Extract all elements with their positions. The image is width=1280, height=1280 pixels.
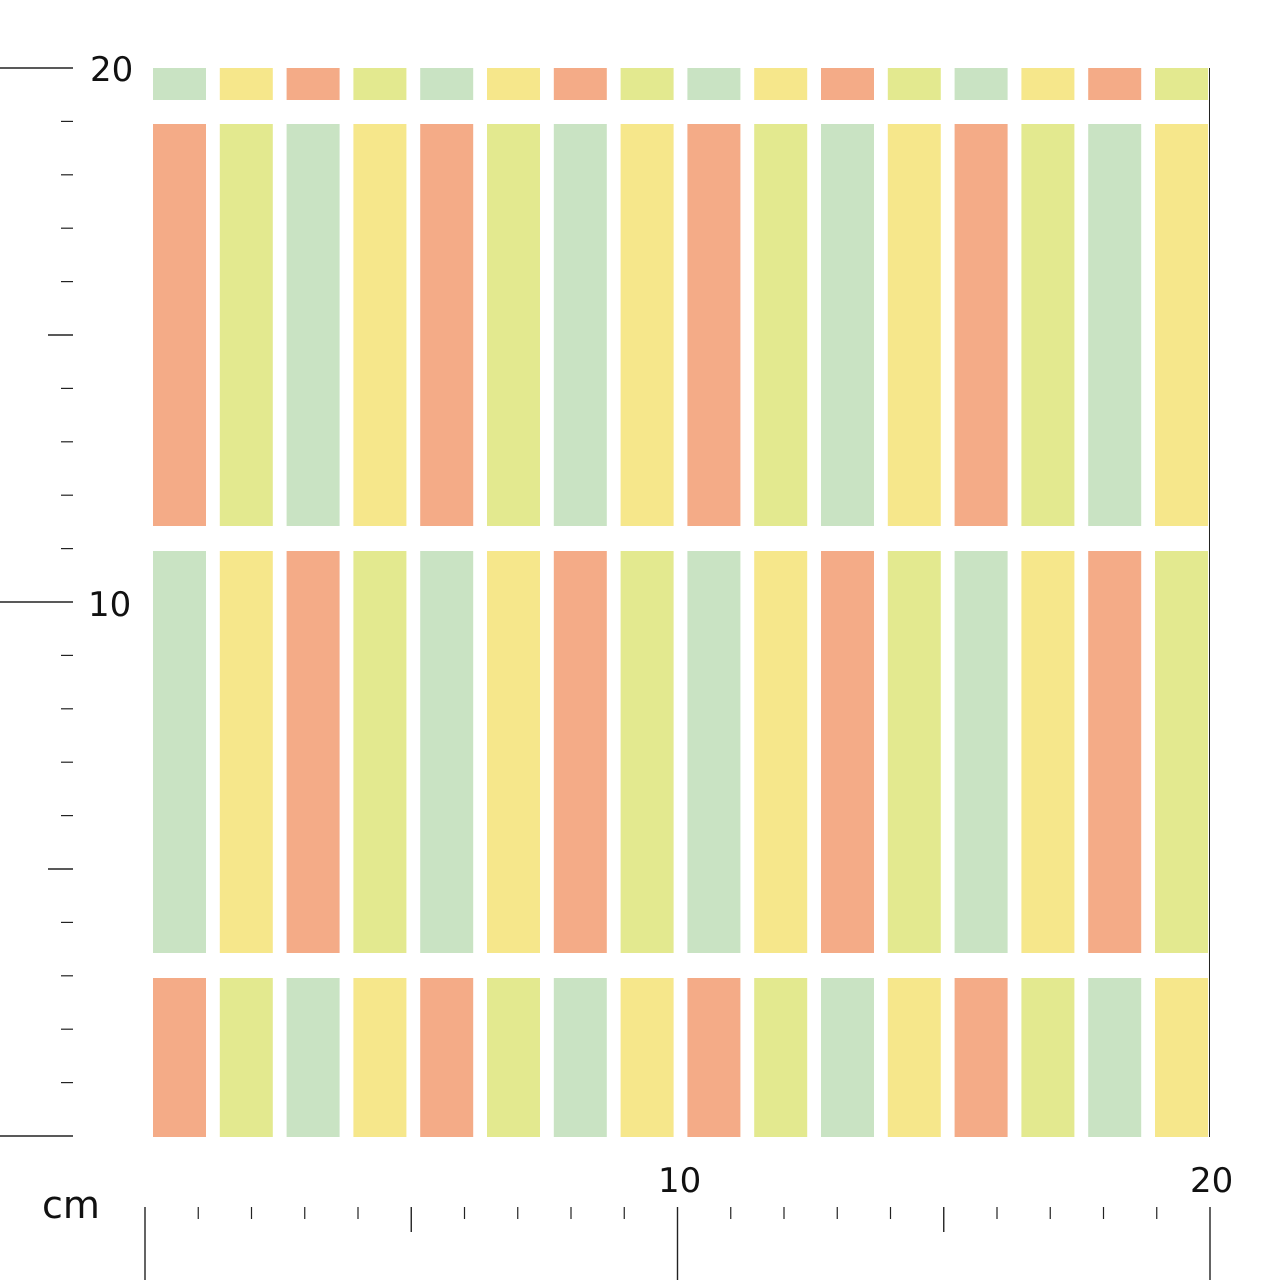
y-axis-label-20: 20 bbox=[90, 50, 134, 90]
stripe-sage bbox=[1088, 124, 1142, 526]
stripe-sage bbox=[553, 978, 607, 1137]
stripe-lime bbox=[353, 68, 407, 100]
stripe-salmon bbox=[153, 978, 206, 1137]
stripe-yellow bbox=[754, 551, 808, 953]
stripe-yellow bbox=[754, 68, 808, 100]
stripe-lime bbox=[754, 978, 808, 1137]
stripe-salmon bbox=[821, 551, 874, 953]
stripe-salmon bbox=[420, 124, 474, 526]
stripe-salmon bbox=[286, 551, 340, 953]
stripe-lime bbox=[887, 68, 941, 100]
stripe-sage bbox=[954, 68, 1008, 100]
stripe-sage bbox=[821, 124, 874, 526]
x-axis-label-20: 20 bbox=[1190, 1161, 1234, 1201]
y-axis-label-10: 10 bbox=[88, 585, 132, 625]
stripe-lime bbox=[620, 68, 674, 100]
stripe-lime bbox=[620, 551, 674, 953]
stripe-yellow bbox=[353, 978, 407, 1137]
stripe-salmon bbox=[420, 978, 474, 1137]
unit-label: cm bbox=[42, 1183, 100, 1227]
stripe-yellow bbox=[487, 551, 540, 953]
stripe-yellow bbox=[219, 551, 273, 953]
stripe-yellow bbox=[887, 124, 941, 526]
stripe-yellow bbox=[1155, 124, 1208, 526]
stripe-yellow bbox=[353, 124, 407, 526]
stripe-lime bbox=[487, 978, 540, 1137]
stripe-salmon bbox=[954, 124, 1008, 526]
stripe-salmon bbox=[553, 551, 607, 953]
stripe-lime bbox=[219, 124, 273, 526]
stripe-sage bbox=[286, 978, 340, 1137]
stripe-sage bbox=[954, 551, 1008, 953]
stripe-yellow bbox=[1155, 978, 1208, 1137]
stripe-yellow bbox=[219, 68, 273, 100]
x-axis-label-10: 10 bbox=[658, 1161, 702, 1201]
stripe-lime bbox=[1155, 68, 1208, 100]
stripe-lime bbox=[353, 551, 407, 953]
stripe-lime bbox=[487, 124, 540, 526]
stripe-sage bbox=[420, 68, 474, 100]
stripe-salmon bbox=[687, 124, 741, 526]
stripe-lime bbox=[887, 551, 941, 953]
stripe-sage bbox=[286, 124, 340, 526]
stripe-lime bbox=[1021, 978, 1075, 1137]
stripe-lime bbox=[754, 124, 808, 526]
stripe-salmon bbox=[821, 68, 874, 100]
stripe-sage bbox=[553, 124, 607, 526]
stripe-salmon bbox=[1088, 551, 1142, 953]
stripe-yellow bbox=[620, 124, 674, 526]
stripe-yellow bbox=[887, 978, 941, 1137]
stripe-yellow bbox=[620, 978, 674, 1137]
stripe-salmon bbox=[553, 68, 607, 100]
stripe-sage bbox=[1088, 978, 1142, 1137]
stripe-sage bbox=[153, 68, 206, 100]
stripe-salmon bbox=[687, 978, 741, 1137]
stripe-lime bbox=[1155, 551, 1208, 953]
stripe-salmon bbox=[1088, 68, 1142, 100]
stripe-salmon bbox=[153, 124, 206, 526]
stripe-sage bbox=[687, 551, 741, 953]
stripe-sage bbox=[420, 551, 474, 953]
stripe-lime bbox=[219, 978, 273, 1137]
stripe-yellow bbox=[487, 68, 540, 100]
stripe-sage bbox=[821, 978, 874, 1137]
stripe-sage bbox=[687, 68, 741, 100]
stripe-salmon bbox=[954, 978, 1008, 1137]
stripe-yellow bbox=[1021, 68, 1075, 100]
stripe-sage bbox=[153, 551, 206, 953]
stripe-salmon bbox=[286, 68, 340, 100]
stripe-lime bbox=[1021, 124, 1075, 526]
stripe-yellow bbox=[1021, 551, 1075, 953]
